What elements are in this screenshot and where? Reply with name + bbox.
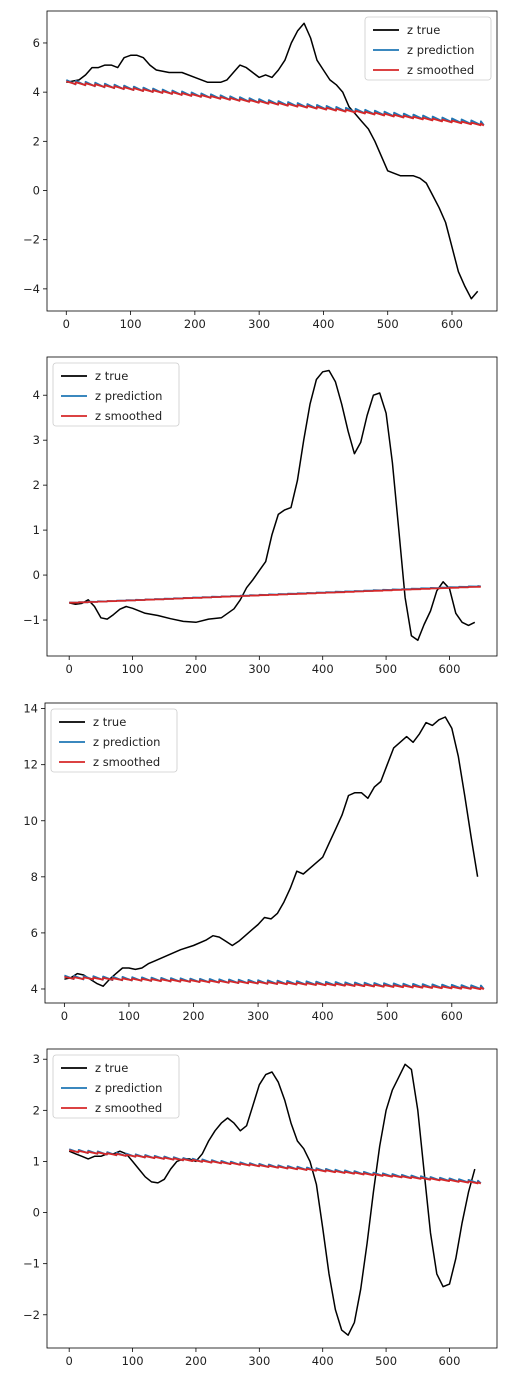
legend-label: z smoothed [95,1101,162,1115]
series-line-z-true [68,1063,476,1336]
y-tick-label: 4 [33,85,40,99]
x-tick-label: 100 [120,317,142,331]
axes-frame [44,702,498,1004]
x-tick-label: 200 [184,317,206,331]
x-tick-label: 500 [376,1009,398,1023]
chart-3: 0 100 200 300 400 500 600 4 6 8 10 12 14 z true z pred… [23,702,498,1023]
x-tick-label: 300 [248,1354,270,1368]
chart-1: 0 100 200 300 400 500 600 −4 −2 0 2 4 6 z true z predi… [23,10,498,331]
legend-box [364,16,492,81]
x-tick-label: 600 [438,1354,460,1368]
legend: z true z prediction z smoothed [52,1054,180,1119]
series-line-z-true [64,716,479,987]
x-tick-label: 300 [248,317,270,331]
legend-label: z prediction [95,389,162,403]
legend-label: z true [93,715,126,729]
legend-label: z smoothed [95,409,162,423]
legend: z true z prediction z smoothed [50,708,178,773]
y-tick-label: −1 [23,1257,40,1271]
y-tick-label: 3 [33,1052,40,1066]
y-tick-label: −2 [23,233,40,247]
y-tick-label: 10 [23,814,38,828]
x-tick-label: 400 [312,662,334,676]
axes-frame [46,1048,498,1349]
y-tick-label: −4 [23,282,40,296]
x-tick-label: 400 [312,317,334,331]
x-tick-label: 0 [63,317,70,331]
x-tick-label: 200 [185,662,207,676]
x-tick-label: 500 [375,1354,397,1368]
x-tick-label: 500 [375,662,397,676]
x-tick-label: 300 [247,1009,269,1023]
axes-frame [46,356,498,657]
legend-label: z prediction [407,43,474,57]
legend-label: z true [95,1061,128,1075]
series-line-z-smoothed [69,585,481,604]
y-tick-label: 2 [33,478,40,492]
x-tick-label: 600 [438,662,460,676]
y-tick-label: 0 [33,568,40,582]
x-tick-label: 600 [441,1009,463,1023]
legend-label: z smoothed [407,63,474,77]
plot-area [64,716,485,991]
legend-box [50,708,178,773]
x-tick-label: 500 [377,317,399,331]
x-tick-label: 200 [183,1009,205,1023]
series-line-z-true [66,22,479,300]
y-tick-label: 6 [33,36,40,50]
legend-label: z prediction [93,735,160,749]
y-tick-label: 1 [33,523,40,537]
legend: z true z prediction z smoothed [52,362,180,427]
x-tick-label: 400 [312,1009,334,1023]
y-tick-label: 1 [33,1154,40,1168]
legend-label: z smoothed [93,755,160,769]
y-tick-label: 2 [33,134,40,148]
series-line-z-true [69,369,476,642]
y-tick-label: 3 [33,433,40,447]
y-tick-label: −1 [23,613,40,627]
chart-2: 0 100 200 300 400 500 600 −1 0 1 2 3 4 z true z predic… [23,356,498,676]
legend-box [52,1054,180,1119]
y-tick-label: 8 [31,870,38,884]
y-tick-label: 4 [31,982,38,996]
legend: z true z prediction z smoothed [364,16,492,81]
plot-area [69,369,481,642]
x-tick-label: 200 [185,1354,207,1368]
chart-4: 0 100 200 300 400 500 600 −2 −1 0 1 2 3 z true z predi… [23,1048,498,1368]
x-tick-label: 300 [248,662,270,676]
series-line-z-smoothed [69,1149,482,1185]
series-line-z-smoothed [66,80,485,127]
plot-area [65,22,485,300]
x-tick-label: 100 [118,1009,140,1023]
y-tick-label: 2 [33,1103,40,1117]
x-tick-label: 0 [66,1354,73,1368]
x-tick-label: 600 [441,317,463,331]
series-line-z-smoothed [64,976,485,991]
x-tick-label: 100 [122,1354,144,1368]
y-tick-label: −2 [23,1308,40,1322]
axes-frame [46,10,498,312]
y-tick-label: 0 [33,1206,40,1220]
y-tick-label: 0 [33,184,40,198]
x-tick-label: 400 [312,1354,334,1368]
y-tick-label: 14 [23,702,38,716]
y-tick-label: 12 [23,758,38,772]
y-tick-label: 4 [33,388,40,402]
legend-label: z true [407,23,440,37]
plot-area [68,1063,482,1336]
x-tick-label: 100 [122,662,144,676]
x-tick-label: 0 [61,1009,68,1023]
legend-box [52,362,180,427]
y-tick-label: 6 [31,926,38,940]
legend-label: z true [95,369,128,383]
legend-label: z prediction [95,1081,162,1095]
x-tick-label: 0 [66,662,73,676]
